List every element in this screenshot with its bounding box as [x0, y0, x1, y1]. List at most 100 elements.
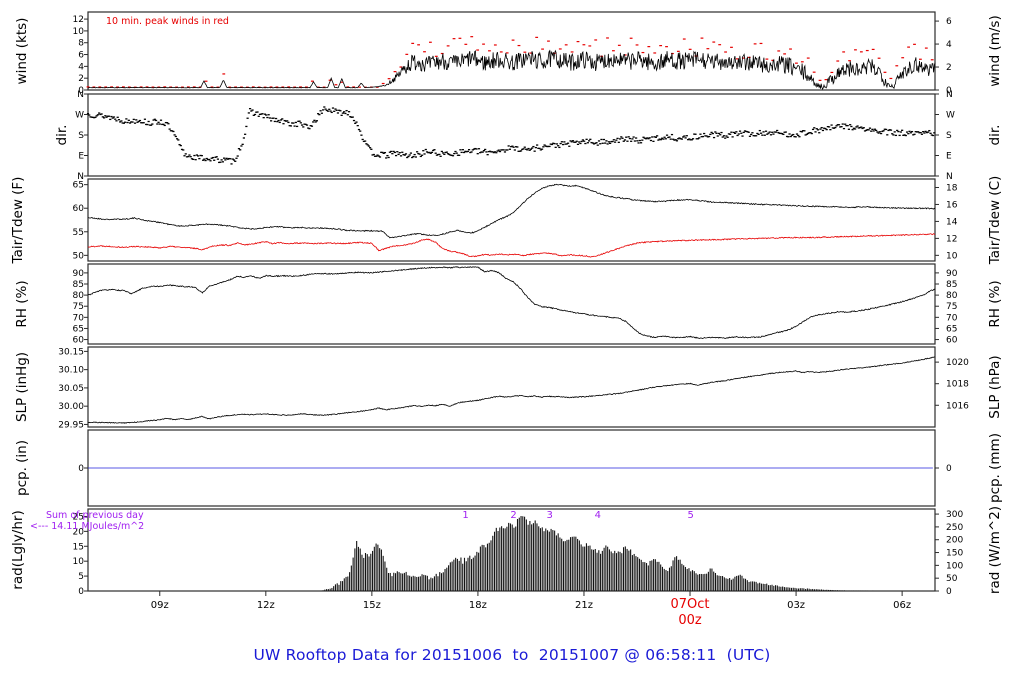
- svg-text:S: S: [946, 131, 952, 141]
- x-tick-label: 18z: [469, 600, 487, 611]
- svg-text:12: 12: [73, 15, 84, 25]
- axis-label-left-rh: RH (%): [14, 280, 30, 327]
- svg-text:5: 5: [78, 572, 84, 582]
- svg-text:80: 80: [73, 291, 85, 301]
- annotation-rad-3: 2: [510, 510, 516, 521]
- svg-text:20: 20: [73, 527, 85, 537]
- svg-text:30.10: 30.10: [58, 366, 84, 376]
- svg-text:200: 200: [946, 536, 963, 546]
- svg-text:150: 150: [946, 549, 963, 559]
- series-tair: [87, 183, 936, 239]
- panel-wind-frame: [87, 11, 936, 91]
- svg-text:N: N: [77, 90, 84, 100]
- annotation-rad-4: 3: [546, 510, 552, 521]
- svg-text:75: 75: [73, 302, 84, 312]
- svg-text:N: N: [946, 172, 953, 182]
- panel-rh-frame: [87, 263, 936, 345]
- x-tick-label: 03z: [787, 600, 805, 611]
- svg-text:S: S: [78, 131, 84, 141]
- svg-text:6: 6: [78, 51, 84, 61]
- svg-text:1016: 1016: [946, 401, 969, 411]
- svg-text:4: 4: [946, 40, 952, 50]
- annotation-rad-0: Sum of previous day: [46, 510, 144, 521]
- svg-text:N: N: [946, 90, 953, 100]
- svg-text:10: 10: [946, 251, 958, 261]
- x-tick-label: 12z: [257, 600, 275, 611]
- svg-text:2: 2: [946, 63, 952, 73]
- annotation-rad-5: 4: [595, 510, 601, 521]
- svg-text:250: 250: [946, 523, 963, 533]
- panel-temperature: 50 55 60 65 10 12 14 16 18 Tair/Tdew (F) Tair/Tdew…: [10, 176, 1003, 266]
- x-tick-label: 09z: [151, 600, 169, 611]
- x-tick-label: 07Oct: [671, 597, 710, 612]
- svg-text:50: 50: [73, 251, 85, 261]
- axis-label-right-rad: rad (W/m^2): [987, 506, 1003, 594]
- svg-text:90: 90: [946, 269, 958, 279]
- svg-text:1018: 1018: [946, 380, 969, 390]
- panel-slp: 29.95 30.00 30.05 30.10 30.15 1016 1018 1020 SLP…: [14, 346, 1003, 430]
- svg-text:10: 10: [73, 557, 85, 567]
- panel-rad: 0510152025050100150200250300rad(Lgly/hr)…: [10, 506, 1003, 597]
- svg-text:50: 50: [946, 574, 958, 584]
- axis-label-right-rh: RH (%): [987, 280, 1003, 327]
- svg-text:30.05: 30.05: [58, 384, 84, 394]
- series-relative-humidity: [87, 266, 936, 339]
- series-sea-level-pressure: [87, 356, 936, 424]
- svg-text:65: 65: [73, 324, 84, 334]
- axis-label-right-dir: dir.: [987, 125, 1003, 146]
- svg-text:90: 90: [73, 269, 85, 279]
- svg-text:0: 0: [946, 86, 952, 96]
- series-wind-avg: [87, 49, 936, 91]
- x-tick-label: 15z: [363, 600, 381, 611]
- svg-text:65: 65: [73, 181, 84, 191]
- svg-text:E: E: [78, 152, 84, 162]
- svg-text:85: 85: [946, 280, 957, 290]
- svg-text:0: 0: [78, 464, 84, 474]
- x-tick-label: 06z: [893, 600, 911, 611]
- svg-text:15: 15: [73, 542, 84, 552]
- svg-text:300: 300: [946, 510, 963, 520]
- svg-text:E: E: [946, 152, 952, 162]
- axis-label-left-temperature: Tair/Tdew (F): [10, 177, 26, 265]
- svg-text:55: 55: [73, 228, 84, 238]
- series-wind-direction: [86, 106, 936, 165]
- svg-text:29.95: 29.95: [58, 420, 84, 430]
- svg-text:0: 0: [78, 587, 84, 597]
- axis-label-right-temperature: Tair/Tdew (C): [987, 176, 1003, 266]
- svg-text:W: W: [946, 111, 955, 121]
- svg-text:2: 2: [78, 74, 84, 84]
- svg-text:80: 80: [946, 291, 958, 301]
- svg-text:6: 6: [946, 17, 952, 27]
- svg-text:16: 16: [946, 200, 958, 210]
- svg-text:65: 65: [946, 324, 957, 334]
- axis-label-left-rad: rad(Lgly/hr): [10, 510, 26, 589]
- axis-label-left-slp: SLP (inHg): [14, 352, 30, 422]
- panel-rad-frame: [87, 508, 936, 592]
- svg-text:N: N: [77, 172, 84, 182]
- svg-text:60: 60: [73, 336, 85, 346]
- annotation-wind-0: 10 min. peak winds in red: [106, 16, 229, 27]
- annotation-rad-1: <--- 14.11 MJoules/m^2: [30, 521, 144, 532]
- svg-text:0: 0: [946, 587, 952, 597]
- svg-text:8: 8: [78, 39, 84, 49]
- panel-slp-frame: [87, 346, 936, 428]
- svg-text:0: 0: [78, 86, 84, 96]
- svg-text:100: 100: [946, 561, 963, 571]
- svg-text:14: 14: [946, 217, 958, 227]
- panel-dir-frame: [87, 93, 936, 177]
- svg-text:75: 75: [946, 302, 957, 312]
- svg-text:70: 70: [946, 313, 958, 323]
- svg-text:1020: 1020: [946, 358, 969, 368]
- series-solar-radiation: [320, 516, 874, 591]
- svg-text:30.00: 30.00: [58, 402, 84, 412]
- svg-text:25: 25: [73, 512, 84, 522]
- axis-label-right-wind: wind (m/s): [987, 15, 1003, 86]
- axis-label-left-pcp: pcp. (in): [14, 440, 30, 496]
